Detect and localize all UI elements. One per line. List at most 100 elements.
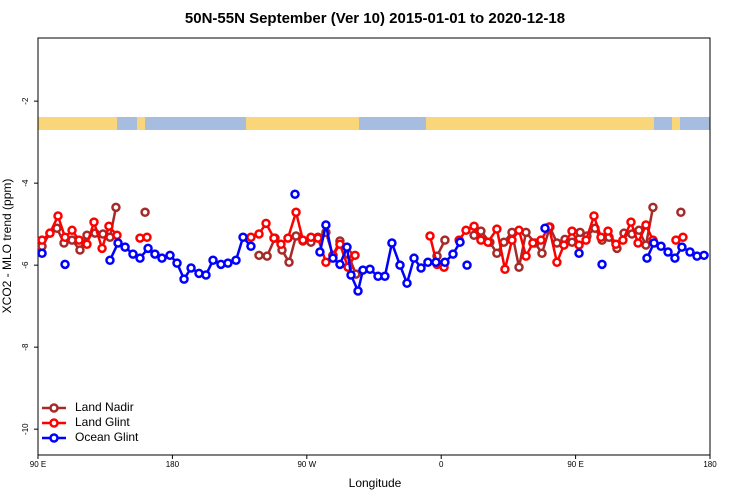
- point: [492, 248, 502, 259]
- point: [626, 217, 636, 227]
- point: [574, 248, 584, 259]
- point: [276, 239, 286, 249]
- legend-label: Land Nadir: [75, 400, 134, 414]
- point: [663, 247, 673, 257]
- point: [462, 260, 472, 270]
- point: [440, 257, 450, 268]
- point: [140, 207, 150, 218]
- point: [402, 278, 412, 288]
- point: [37, 248, 47, 259]
- point: [528, 238, 538, 248]
- y-tick-label: -2: [21, 97, 30, 105]
- point: [641, 240, 651, 250]
- x-tick-label: 0: [439, 460, 444, 469]
- point: [186, 263, 196, 273]
- point: [201, 270, 211, 280]
- point: [633, 238, 643, 248]
- point: [128, 249, 138, 259]
- point: [342, 242, 352, 252]
- point: [387, 238, 397, 248]
- point: [60, 232, 70, 243]
- y-axis-label: XCO2 - MLO trend (ppm): [0, 179, 14, 314]
- plot-frame: [37, 37, 711, 456]
- point: [380, 271, 390, 281]
- point: [514, 262, 524, 272]
- point: [559, 240, 569, 250]
- point: [425, 231, 435, 241]
- x-axis-label: Longitude: [349, 476, 402, 490]
- map-land: [38, 117, 680, 130]
- point: [552, 257, 562, 268]
- point: [353, 286, 363, 296]
- point: [648, 202, 658, 213]
- legend-marker: [49, 433, 59, 443]
- legend-label: Ocean Glint: [75, 430, 139, 444]
- point: [313, 233, 323, 243]
- point: [82, 239, 92, 249]
- point: [157, 253, 167, 263]
- point: [469, 221, 479, 231]
- point: [670, 253, 680, 263]
- point: [246, 232, 256, 243]
- point: [89, 217, 99, 227]
- point: [45, 228, 55, 238]
- point: [150, 249, 160, 259]
- point: [596, 232, 606, 243]
- point: [589, 211, 599, 221]
- point: [499, 237, 509, 247]
- point: [656, 241, 666, 252]
- point: [284, 257, 294, 268]
- point: [165, 250, 175, 261]
- y-tick-label: -8: [21, 343, 30, 351]
- point: [53, 211, 63, 221]
- point: [574, 240, 584, 250]
- point: [315, 247, 325, 257]
- point: [111, 202, 121, 213]
- point: [677, 242, 687, 252]
- point: [365, 264, 375, 275]
- point: [254, 229, 264, 239]
- point: [618, 235, 628, 245]
- point: [440, 235, 450, 245]
- point: [431, 257, 441, 268]
- point: [537, 248, 547, 259]
- point: [540, 223, 550, 234]
- point: [409, 253, 419, 263]
- legend-label: Land Glint: [75, 415, 130, 429]
- point: [290, 189, 300, 199]
- point: [291, 207, 301, 218]
- point: [649, 238, 659, 248]
- point: [298, 235, 308, 245]
- point: [291, 231, 301, 241]
- y-tick-label: -6: [21, 261, 30, 269]
- point: [603, 226, 613, 236]
- x-tick-label: 90 E: [567, 460, 583, 469]
- point: [112, 230, 122, 240]
- legend-marker: [49, 403, 59, 413]
- point: [223, 258, 233, 268]
- point: [678, 232, 688, 243]
- y-tick-label: -4: [21, 179, 30, 187]
- point: [483, 237, 493, 247]
- point: [208, 255, 218, 265]
- point: [335, 259, 345, 270]
- point: [104, 221, 114, 231]
- point: [238, 232, 248, 243]
- point: [416, 263, 426, 273]
- point: [37, 235, 47, 245]
- point: [567, 226, 577, 236]
- point: [74, 235, 84, 245]
- point: [105, 255, 115, 265]
- point: [179, 274, 189, 284]
- point: [246, 241, 256, 252]
- point: [597, 259, 607, 270]
- point: [461, 225, 471, 236]
- point: [269, 233, 279, 243]
- point: [262, 251, 272, 261]
- point: [500, 264, 510, 275]
- point: [75, 245, 85, 255]
- point: [231, 255, 241, 265]
- point: [507, 235, 517, 245]
